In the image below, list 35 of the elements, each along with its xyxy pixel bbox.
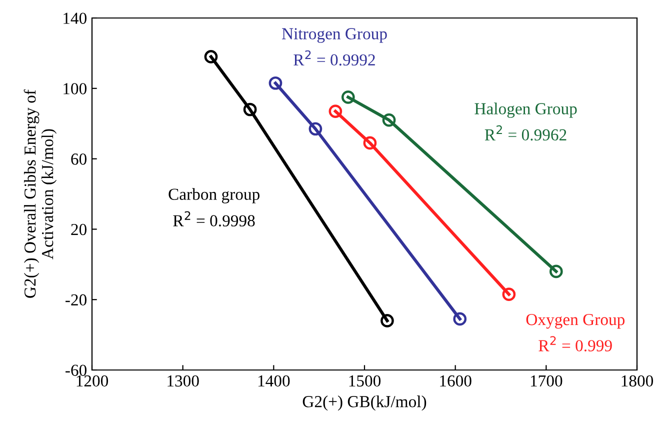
y-tick-label: 60 [71,154,87,165]
x-tick-label: 1700 [530,375,562,387]
point [341,90,355,104]
point [549,264,563,278]
point [453,312,467,326]
y-tick-label: 100 [64,83,87,94]
x-tick-label: 1500 [349,375,381,387]
point [382,113,396,127]
series-label: Oxygen Group [526,314,625,329]
x-tick-label: 1400 [258,375,290,387]
annotation: R$^{2}$ = 0.999 [538,336,612,352]
annotation: R$^{2}$ = 0.9992 [294,50,375,66]
point [380,314,394,328]
point [243,102,257,116]
x-tick-label: 1600 [440,375,472,387]
y-tick-label: 20 [71,224,87,236]
annotation: R$^{2}$ = 0.9998 [173,211,255,226]
point [363,136,377,150]
y-axis-title: G2(+) Overall Gibbs Energy of Activation (kJ/mol) [24,89,57,298]
point [308,122,322,136]
point [268,76,282,90]
point [328,104,342,118]
point [502,288,516,301]
y-tick-label: -20 [66,294,87,306]
annotation: R$^{2}$ = 0.9962 [484,125,566,141]
text: Nitrogen Group [282,28,387,43]
y-tick-label: -60 [66,364,87,376]
text: Halogen Group [474,102,577,118]
y-tick-label: 140 [64,12,87,24]
x-tick-label: 1800 [622,375,654,387]
x-tick-label: 1200 [76,375,108,387]
x-axis-title: G2(+) GB(kJ/mol) [302,396,426,411]
point [204,50,218,64]
x-tick-label: 1300 [168,375,199,387]
text: Carbon group [168,188,260,204]
